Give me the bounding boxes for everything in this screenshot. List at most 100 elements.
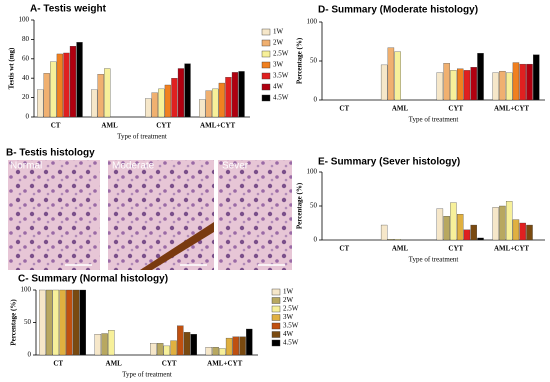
legend-label: 1W bbox=[283, 288, 294, 296]
y-tick-label: 20 bbox=[22, 93, 30, 101]
bar bbox=[533, 54, 540, 101]
bar bbox=[91, 89, 98, 118]
bar bbox=[145, 98, 152, 118]
bar bbox=[239, 336, 246, 356]
bar bbox=[477, 237, 484, 241]
legend-swatch bbox=[261, 72, 271, 80]
bar bbox=[170, 340, 177, 356]
bar bbox=[387, 239, 395, 241]
legend-swatch bbox=[261, 83, 271, 91]
bar bbox=[219, 348, 226, 356]
bar bbox=[470, 224, 477, 241]
y-tick-label: 100 bbox=[19, 16, 30, 24]
bar bbox=[519, 222, 526, 241]
chart-title: D- Summary (Moderate histology) bbox=[318, 5, 478, 16]
bar bbox=[205, 90, 212, 118]
histology-label: Sever bbox=[222, 161, 249, 172]
bar bbox=[436, 72, 444, 101]
bar bbox=[66, 289, 73, 356]
bar bbox=[43, 73, 50, 118]
legend-label: 4W bbox=[273, 83, 284, 91]
legend-label: 2W bbox=[273, 39, 284, 47]
bar bbox=[190, 334, 197, 356]
bar bbox=[526, 63, 533, 101]
y-axis-label: Percentage (%) bbox=[296, 182, 304, 229]
legend-label: 2W bbox=[283, 296, 294, 304]
bar bbox=[104, 68, 111, 118]
legend-label: 1W bbox=[273, 28, 284, 36]
bar bbox=[52, 289, 60, 356]
y-tick-label: 60 bbox=[22, 54, 30, 62]
y-tick-label: 50 bbox=[310, 57, 318, 65]
x-tick-label: AML bbox=[106, 360, 123, 368]
bar bbox=[505, 72, 513, 101]
x-tick-label: AML bbox=[101, 122, 118, 130]
bar bbox=[457, 214, 464, 241]
chart-title: C- Summary (Normal histology) bbox=[18, 274, 168, 285]
bar bbox=[50, 61, 57, 118]
y-tick-label: 0 bbox=[28, 351, 32, 359]
bar bbox=[37, 89, 44, 118]
x-axis-label: Type of treatment bbox=[117, 133, 167, 141]
legend-swatch bbox=[261, 50, 271, 58]
bar bbox=[212, 88, 219, 118]
bar bbox=[69, 46, 77, 118]
x-tick-label: AML+CYT bbox=[200, 122, 235, 130]
bar bbox=[101, 333, 108, 356]
x-tick-label: AML bbox=[392, 105, 409, 113]
bar bbox=[499, 70, 506, 101]
tissue-band bbox=[140, 222, 214, 270]
bar bbox=[232, 336, 240, 356]
legend-swatch bbox=[271, 314, 281, 321]
x-tick-label: CYT bbox=[162, 360, 177, 368]
bar bbox=[164, 84, 171, 118]
legend-swatch bbox=[271, 339, 281, 347]
legend-label: 3.5W bbox=[273, 72, 289, 80]
bar bbox=[492, 207, 499, 241]
x-tick-label: CT bbox=[51, 122, 61, 130]
y-axis-label: Testis wt (mg) bbox=[8, 47, 16, 89]
bar bbox=[158, 88, 165, 118]
bar bbox=[218, 82, 225, 118]
bar bbox=[171, 78, 178, 118]
y-tick-label: 100 bbox=[307, 18, 318, 26]
bar bbox=[499, 205, 506, 241]
bar bbox=[231, 72, 239, 118]
histology-title: B- Testis histology bbox=[6, 148, 95, 159]
bar bbox=[151, 92, 158, 118]
bar bbox=[225, 337, 233, 356]
bar bbox=[59, 289, 66, 356]
bar bbox=[108, 330, 115, 356]
legend-label: 3W bbox=[273, 61, 284, 69]
bar bbox=[505, 201, 513, 241]
y-tick-label: 100 bbox=[21, 286, 32, 294]
x-tick-label: CT bbox=[53, 360, 63, 368]
bar bbox=[177, 325, 184, 356]
histology-image bbox=[108, 160, 214, 270]
legend-swatch bbox=[261, 39, 271, 47]
bar bbox=[97, 74, 104, 118]
bar bbox=[519, 63, 526, 101]
bar bbox=[477, 53, 484, 101]
legend-swatch bbox=[271, 305, 281, 313]
x-tick-label: AML+CYT bbox=[494, 105, 529, 113]
bar bbox=[457, 68, 464, 101]
chart-title: A- Testis weight bbox=[30, 4, 107, 15]
x-tick-label: AML bbox=[392, 245, 409, 253]
bar bbox=[39, 289, 46, 356]
bar bbox=[205, 347, 213, 356]
bar bbox=[443, 63, 450, 101]
bar bbox=[56, 53, 63, 118]
bar bbox=[463, 70, 471, 101]
legend-swatch bbox=[271, 331, 281, 338]
bar bbox=[212, 347, 219, 356]
bar bbox=[76, 42, 83, 118]
bar bbox=[512, 219, 520, 241]
bar bbox=[380, 224, 388, 241]
y-tick-label: 50 bbox=[310, 202, 318, 210]
legend-label: 3.5W bbox=[283, 322, 299, 330]
chart-title: E- Summary (Sever histology) bbox=[318, 157, 460, 168]
legend-swatch bbox=[271, 297, 281, 304]
x-tick-label: CYT bbox=[156, 122, 171, 130]
bar bbox=[238, 71, 245, 118]
